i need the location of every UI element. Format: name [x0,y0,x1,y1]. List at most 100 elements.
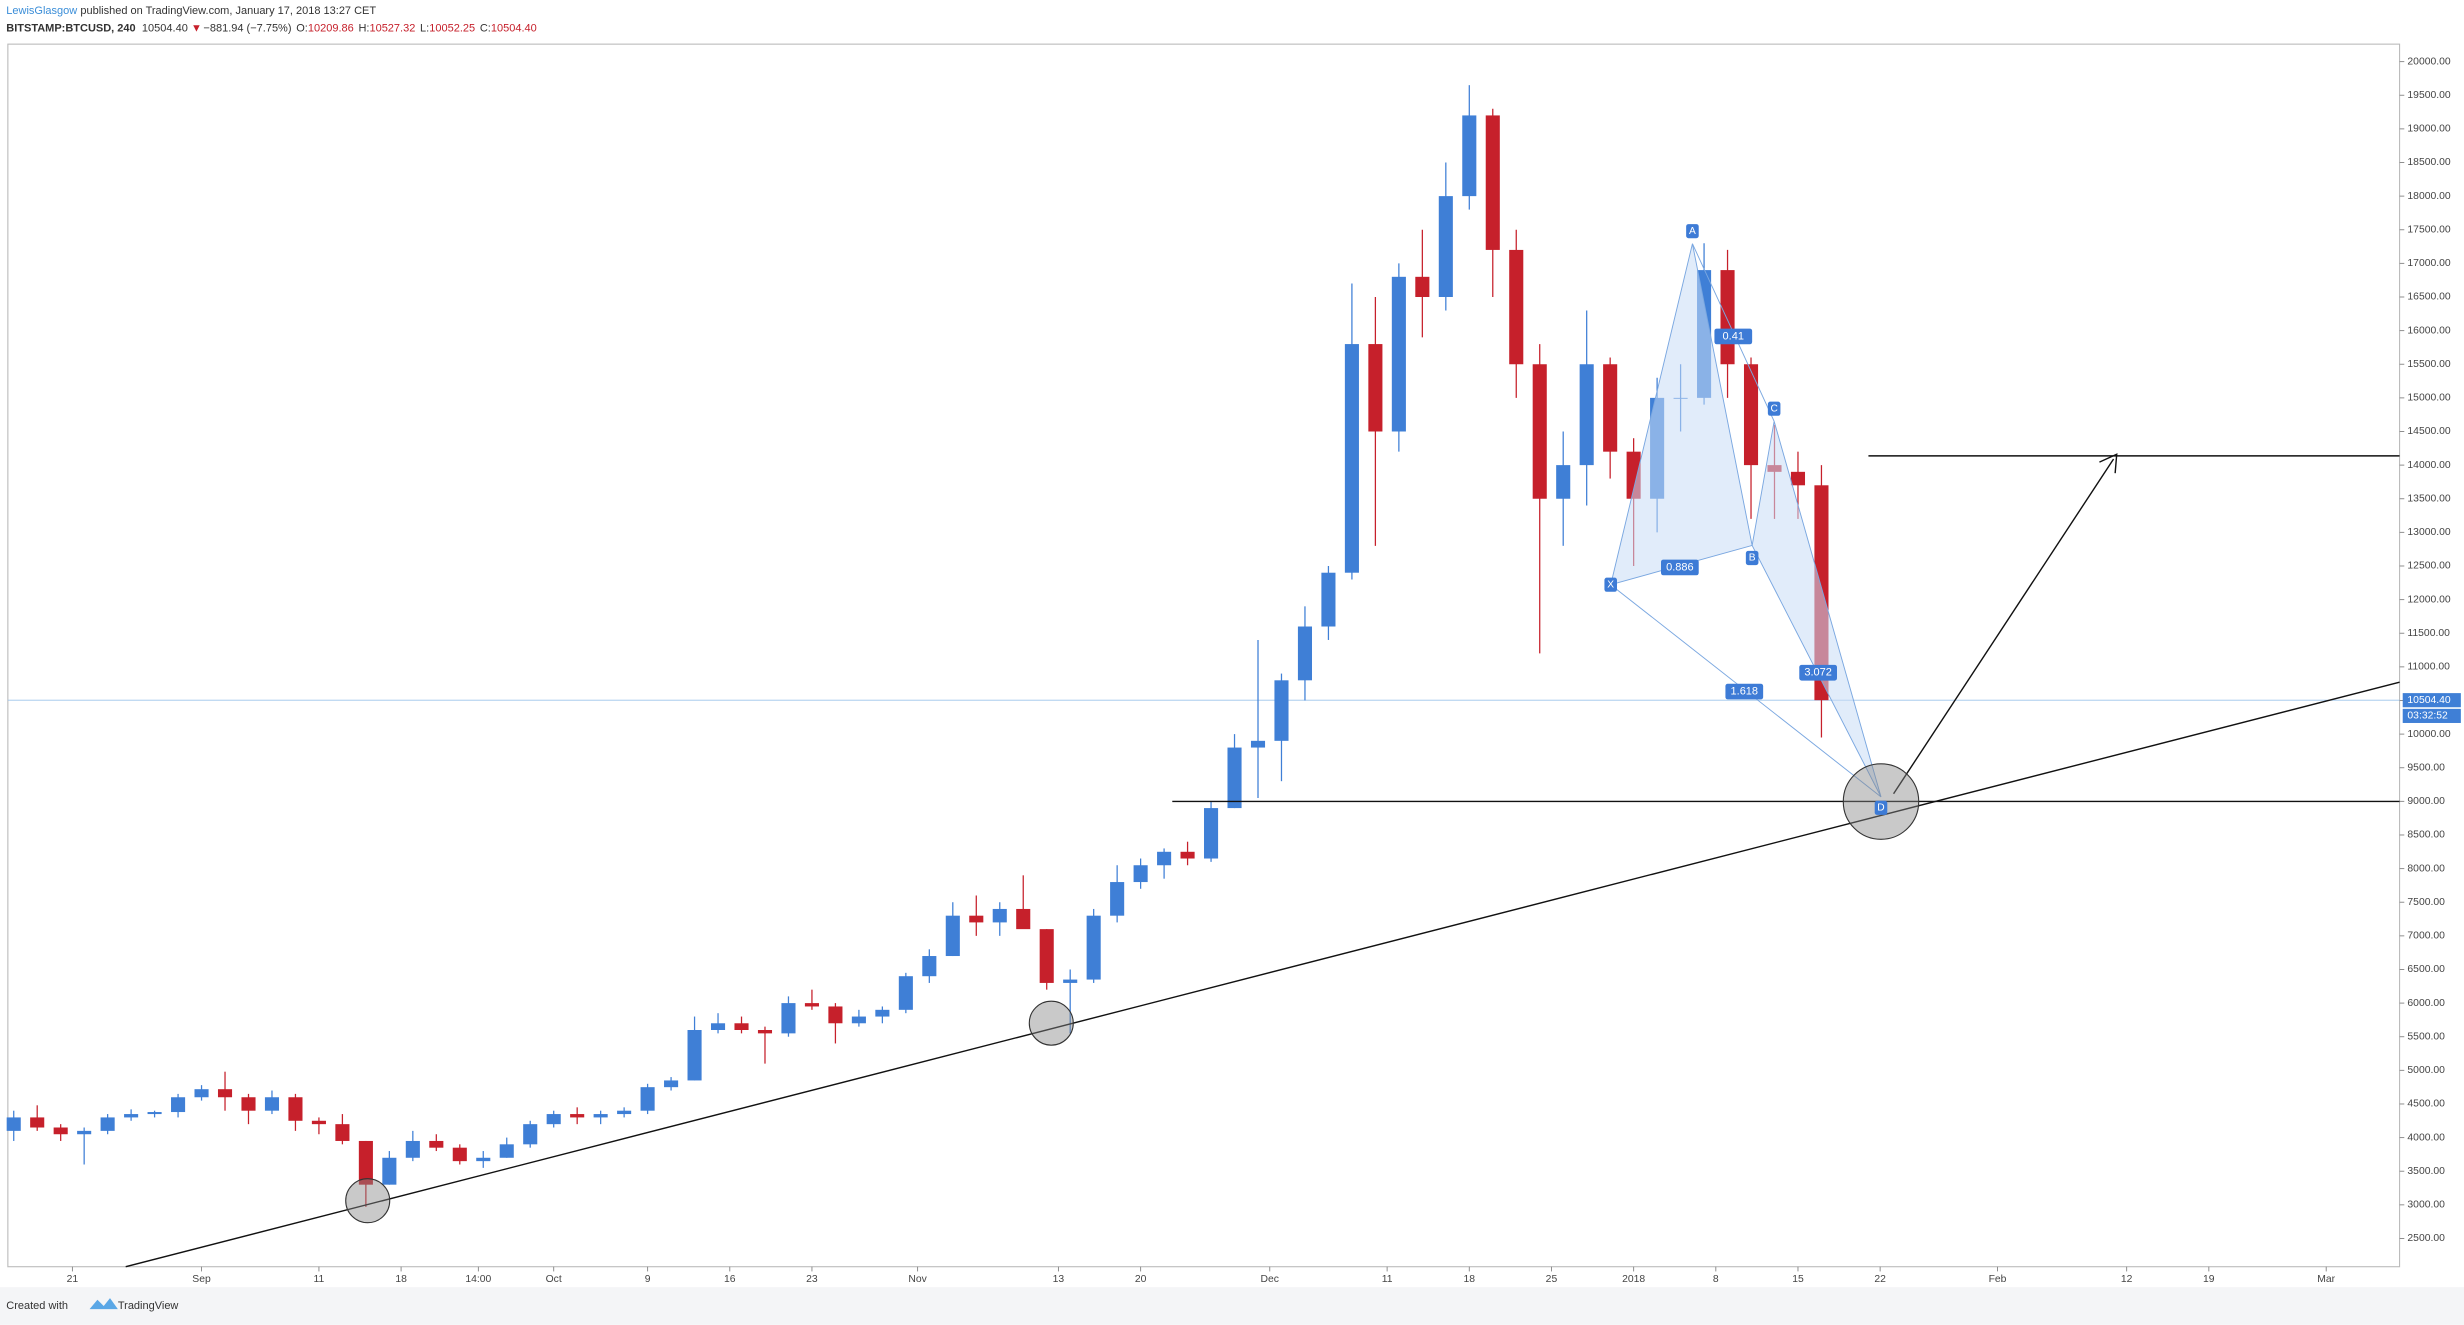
candle-body [1180,851,1195,859]
circle [345,1178,391,1224]
candle-body [1133,865,1148,883]
candle-body [429,1140,444,1148]
x-tick-label: 11 [1382,1274,1393,1285]
candle-body [992,908,1007,923]
logo [89,1298,118,1310]
point-label: D [1877,803,1884,814]
last-price-box [2402,693,2461,708]
x-tick-label: Nov [908,1274,927,1285]
author[interactable]: LewisGlasgow [6,5,77,17]
x-tick-label: 16 [724,1274,736,1285]
candle-body [1039,929,1054,983]
circle [1028,1000,1074,1046]
y-tick-label: 16500.00 [2407,292,2450,303]
published: published on TradingView.com, January 17… [80,5,376,17]
countdown-box [2402,708,2461,723]
point-label: A [1689,226,1696,237]
ratio-box [1714,328,1753,345]
candle-body [804,1003,819,1007]
x-tick-label: 20 [1135,1274,1147,1285]
plot [6,85,2400,1207]
candle-body [1462,115,1477,197]
candle-body [546,1114,561,1125]
candle-body [77,1130,92,1135]
x-tick-label: 9 [645,1274,651,1285]
footer-created: Created with [6,1300,68,1312]
y-tick-label: 10000.00 [2407,729,2450,740]
x-tick-label: 15 [1792,1274,1804,1285]
countdown-label: 03:32:52 [2407,711,2448,722]
candle-body [241,1097,256,1111]
y-tick-label: 4000.00 [2407,1132,2445,1143]
x-tick-label: Dec [1261,1274,1279,1285]
candle-body [1297,626,1313,681]
y-tick-label: 9500.00 [2407,762,2445,773]
arrow-line [1892,458,2115,795]
candle-body [147,1112,162,1115]
footer-bar [0,1287,2464,1325]
candle-body [1250,740,1266,748]
candle-body [851,1016,866,1024]
candle-body [1415,276,1430,297]
candle-body [1579,364,1594,466]
ratio-label: 0.41 [1723,330,1744,342]
x-tick-label: 13 [1053,1274,1065,1285]
ratio-label: 0.886 [1666,561,1694,573]
ohlc-value: 10052.25 [429,22,475,34]
y-tick-label: 9000.00 [2407,796,2445,807]
arrow: ▼ [191,22,202,34]
y-tick-label: 12500.00 [2407,561,2450,572]
candle-body [217,1089,233,1098]
y-tick-label: 7500.00 [2407,897,2445,908]
y-tick-label: 5000.00 [2407,1065,2445,1076]
candle-body [405,1140,420,1158]
candle-body [1227,747,1242,809]
candle-body [1063,979,1078,983]
candle-body [1321,572,1336,627]
point-box [1745,550,1759,566]
candle-body [710,1023,726,1031]
candle-body [100,1117,115,1131]
header: LewisGlasgow published on TradingView.com… [6,5,376,17]
candle-body [1485,115,1500,250]
candle-body [1110,882,1125,916]
candle-body [1344,344,1359,573]
ratio-box [1661,559,1699,576]
candle-body [288,1097,303,1121]
x-tick-label: Feb [1989,1274,2007,1285]
y-tick-label: 17000.00 [2407,258,2450,269]
candle-body [945,915,960,957]
point-box [1604,577,1617,592]
candle-body [781,1003,796,1034]
last: 10504.40 [142,22,188,34]
x-tick-label: 8 [1713,1274,1719,1285]
candle-body [1603,364,1618,452]
candle-body [1743,364,1759,466]
ohlc-label: L: [420,22,429,34]
x-tick-label: 19 [2203,1274,2215,1285]
x-tick-label: 14:00 [465,1274,491,1285]
plot-frame [7,43,2401,1268]
candle-body [1532,364,1547,499]
candle-body [1438,196,1453,297]
y-tick-label: 20000.00 [2407,56,2450,67]
x-tick-label: 2018 [1622,1274,1645,1285]
y-tick-label: 18000.00 [2407,191,2450,202]
footer-brand[interactable]: TradingView [118,1300,179,1312]
candle-body [828,1006,843,1024]
y-tick-label: 13000.00 [2407,527,2450,538]
arrow-head [2099,453,2118,474]
y-tick-label: 13500.00 [2407,493,2450,504]
y-tick-label: 4500.00 [2407,1099,2445,1110]
candle-body [1720,270,1735,365]
candle-body [922,956,937,977]
candle-body [1204,808,1219,859]
point-label: B [1749,553,1756,564]
ratio-box [1725,683,1764,700]
candle-body [664,1080,679,1088]
y-tick-label: 11000.00 [2407,662,2450,673]
candle-body [593,1114,608,1118]
candle-body [30,1117,45,1128]
change: −881.94 (−7.75%) [203,22,291,34]
